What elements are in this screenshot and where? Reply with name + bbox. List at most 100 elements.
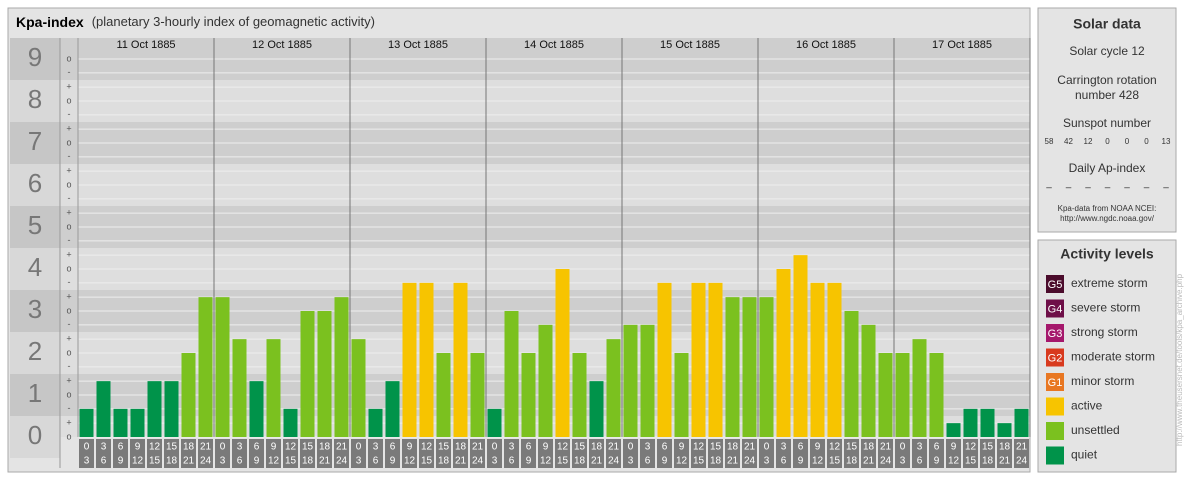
- x-tick-label: 0: [220, 442, 226, 453]
- minor-tick-label: +: [66, 166, 71, 176]
- slot-cell: [895, 439, 910, 468]
- slot-cell: [572, 439, 587, 468]
- x-tick-label: 3: [900, 456, 906, 467]
- x-tick-label: 21: [472, 442, 484, 453]
- x-tick-label: 0: [356, 442, 362, 453]
- x-tick-label: 9: [679, 442, 685, 453]
- bar: [130, 408, 145, 437]
- x-tick-label: 21: [591, 456, 603, 467]
- x-tick-label: 18: [710, 456, 722, 467]
- legend-label: moderate storm: [1071, 350, 1155, 364]
- x-tick-label: 18: [591, 442, 603, 453]
- x-tick-label: 21: [863, 456, 875, 467]
- x-tick-label: 12: [421, 442, 433, 453]
- slot-cell: [674, 439, 689, 468]
- minor-tick-label: +: [66, 418, 71, 428]
- slot-cell: [334, 439, 349, 468]
- x-tick-label: 21: [744, 442, 756, 453]
- x-tick-label: 21: [880, 442, 892, 453]
- minor-tick-label: +: [66, 292, 71, 302]
- legend-label: extreme storm: [1071, 276, 1148, 290]
- bar: [878, 353, 893, 437]
- x-tick-label: 3: [628, 456, 634, 467]
- x-tick-label: 15: [149, 456, 161, 467]
- slot-cell: [776, 439, 791, 468]
- slot-cell: [589, 439, 604, 468]
- sunspot-value: 12: [1084, 137, 1093, 146]
- x-tick-label: 24: [608, 456, 620, 467]
- minor-tick-label: o: [66, 389, 71, 399]
- slot-cell: [861, 439, 876, 468]
- x-tick-label: 21: [455, 456, 467, 467]
- ap-value: –: [1105, 183, 1111, 194]
- bar: [861, 324, 876, 437]
- x-tick-label: 12: [132, 456, 144, 467]
- bar: [283, 408, 298, 437]
- x-tick-label: 9: [118, 456, 124, 467]
- x-tick-label: 15: [302, 442, 314, 453]
- bar: [572, 353, 587, 437]
- band: [10, 248, 60, 290]
- bar: [606, 339, 621, 437]
- slot-cell: [793, 439, 808, 468]
- bar: [113, 408, 128, 437]
- slot-cell: [402, 439, 417, 468]
- x-tick-label: 15: [693, 456, 705, 467]
- legend-badge: G4: [1048, 303, 1063, 315]
- legend-label: unsettled: [1071, 423, 1120, 437]
- band: [10, 80, 60, 122]
- x-tick-label: 3: [220, 456, 226, 467]
- minor-tick-label: -: [68, 277, 71, 287]
- x-tick-label: 15: [710, 442, 722, 453]
- x-tick-label: 9: [815, 442, 821, 453]
- minor-tick-label: +: [66, 334, 71, 344]
- legend-label: quiet: [1071, 448, 1098, 462]
- x-tick-label: 0: [84, 442, 90, 453]
- slot-cell: [827, 439, 842, 468]
- x-tick-label: 9: [526, 456, 532, 467]
- sunspot-value: 58: [1045, 137, 1054, 146]
- minor-tick-label: -: [68, 151, 71, 161]
- chart-title: Kpa-index: [16, 14, 84, 30]
- x-tick-label: 12: [149, 442, 161, 453]
- bar: [198, 297, 213, 437]
- slot-cell: [878, 439, 893, 468]
- band: [10, 332, 60, 374]
- slot-cell: [810, 439, 825, 468]
- bar: [181, 353, 196, 437]
- source: http://www.ngdc.noaa.gov/: [1060, 214, 1155, 223]
- legend-swatch: [1046, 324, 1064, 342]
- slot-cell: [113, 439, 128, 468]
- x-tick-label: 24: [880, 456, 892, 467]
- minor-tick-label: o: [66, 137, 71, 147]
- x-tick-label: 15: [982, 442, 994, 453]
- x-tick-label: 0: [492, 442, 498, 453]
- x-tick-label: 21: [608, 442, 620, 453]
- x-tick-label: 0: [628, 442, 634, 453]
- x-tick-label: 18: [846, 456, 858, 467]
- legend-swatch: [1046, 422, 1064, 440]
- x-tick-label: 15: [829, 456, 841, 467]
- slot-cell: [912, 439, 927, 468]
- x-tick-label: 3: [509, 442, 515, 453]
- slot-cell: [980, 439, 995, 468]
- x-tick-label: 9: [798, 456, 804, 467]
- x-tick-label: 24: [744, 456, 756, 467]
- x-tick-label: 18: [319, 442, 331, 453]
- slot-cell: [555, 439, 570, 468]
- x-tick-label: 0: [764, 442, 770, 453]
- bar: [521, 353, 536, 437]
- x-tick-label: 9: [271, 442, 277, 453]
- slot-cell: [130, 439, 145, 468]
- slot-cell: [640, 439, 655, 468]
- x-tick-label: 12: [268, 456, 280, 467]
- bar: [946, 423, 961, 437]
- bar: [215, 297, 230, 437]
- x-tick-label: 15: [166, 442, 178, 453]
- minor-tick-label: -: [68, 361, 71, 371]
- x-tick-label: 6: [645, 456, 651, 467]
- bar: [929, 353, 944, 437]
- x-tick-label: 12: [812, 456, 824, 467]
- sunspot-value: 42: [1064, 137, 1073, 146]
- bar: [504, 311, 519, 437]
